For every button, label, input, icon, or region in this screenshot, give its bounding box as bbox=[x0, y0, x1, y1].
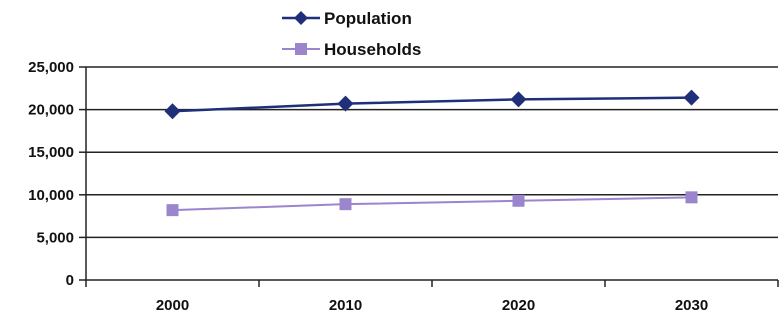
y-tick-label: 25,000 bbox=[28, 59, 74, 76]
y-tick-label: 20,000 bbox=[28, 102, 74, 119]
legend-marker-population bbox=[294, 11, 308, 25]
series-line-population bbox=[172, 96, 692, 113]
data-point-population bbox=[337, 95, 354, 112]
data-point-population bbox=[510, 91, 527, 108]
data-point-households bbox=[166, 204, 179, 217]
legend-label-households: Households bbox=[324, 40, 421, 59]
x-tick-label: 2000 bbox=[156, 297, 189, 314]
legend-item-population: Population bbox=[282, 9, 412, 28]
y-tick-label: 0 bbox=[66, 272, 74, 289]
legend-label-population: Population bbox=[324, 9, 412, 28]
y-tick-label: 15,000 bbox=[28, 144, 74, 161]
x-tick-label: 2020 bbox=[502, 297, 535, 314]
y-tick-label: 10,000 bbox=[28, 187, 74, 204]
plot-area: 0 5,000 10,000 15,000 20,000 25,000 2000 2010 20… bbox=[28, 59, 779, 314]
data-point-households bbox=[339, 198, 352, 211]
data-point-population bbox=[164, 103, 181, 120]
chart-legend: Population Households bbox=[282, 9, 421, 59]
x-tick-label: 2030 bbox=[675, 297, 708, 314]
data-point-households bbox=[512, 194, 525, 207]
data-point-population bbox=[683, 89, 700, 106]
series-line-households bbox=[172, 196, 692, 212]
legend-item-households: Households bbox=[282, 40, 421, 59]
legend-marker-households bbox=[295, 43, 307, 55]
y-tick-label: 5,000 bbox=[36, 229, 74, 246]
data-point-households bbox=[685, 191, 698, 204]
x-tick-label: 2010 bbox=[329, 297, 362, 314]
